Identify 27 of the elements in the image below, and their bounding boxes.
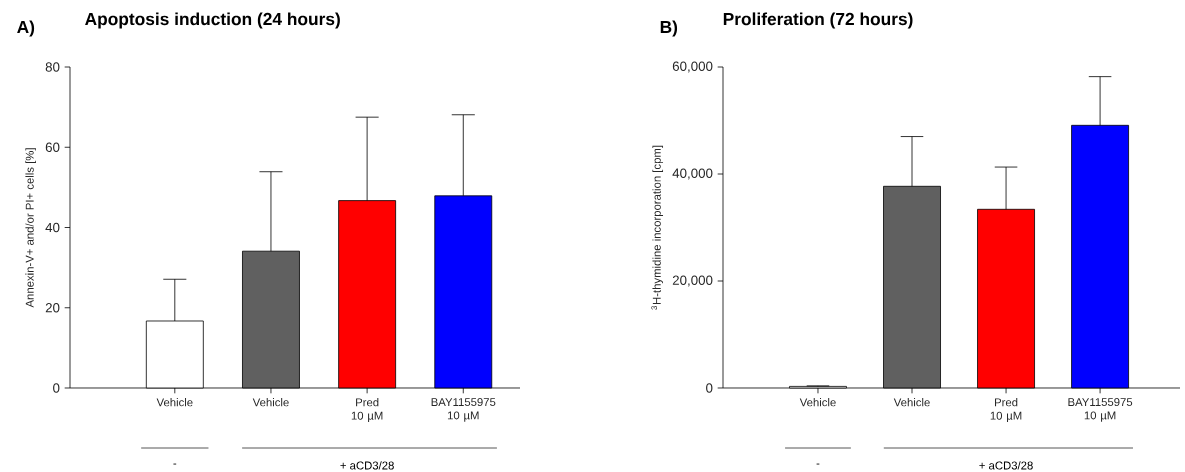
x-tick-label: Vehicle — [893, 398, 930, 407]
x-tick-label: Vehicle — [252, 398, 289, 407]
x-tick-label: Pred 10 µM — [990, 398, 1022, 422]
y-tick-label: 40 — [45, 222, 60, 233]
y-tick-label: 60 — [45, 142, 60, 152]
text: A) — [17, 20, 35, 37]
y-tick-label: 0 — [706, 383, 713, 393]
text: - — [173, 463, 177, 465]
y-tick-label: 80 — [45, 62, 60, 72]
text: + aCD3/28 — [979, 461, 1033, 470]
y-tick-label: 40,000 — [672, 168, 713, 180]
text: B) — [660, 20, 678, 37]
text: - — [816, 463, 820, 465]
chart-title: Apoptosis induction (24 hours) — [85, 12, 340, 29]
x-tick-label: Pred 10 µM — [351, 398, 383, 422]
x-tick-label: Vehicle — [799, 398, 836, 407]
text: + aCD3/28 — [340, 461, 394, 470]
y-axis-title: Annexin-V+ and/or PI+ cells [%] — [25, 148, 36, 308]
y-tick-label: 0 — [53, 383, 60, 393]
x-tick-label: BAY1155975 10 µM — [431, 398, 496, 422]
y-tick-label: 20 — [45, 303, 60, 313]
y-axis-title: $^{3}$H-thymidine incorporation [cpm] — [651, 145, 664, 310]
x-tick-label: Vehicle — [156, 398, 193, 407]
x-tick-label: BAY1155975 10 µM — [1068, 398, 1133, 422]
chart-title: Proliferation (72 hours) — [723, 12, 913, 29]
y-tick-label: 20,000 — [672, 275, 713, 287]
y-tick-label: 60,000 — [672, 61, 713, 73]
